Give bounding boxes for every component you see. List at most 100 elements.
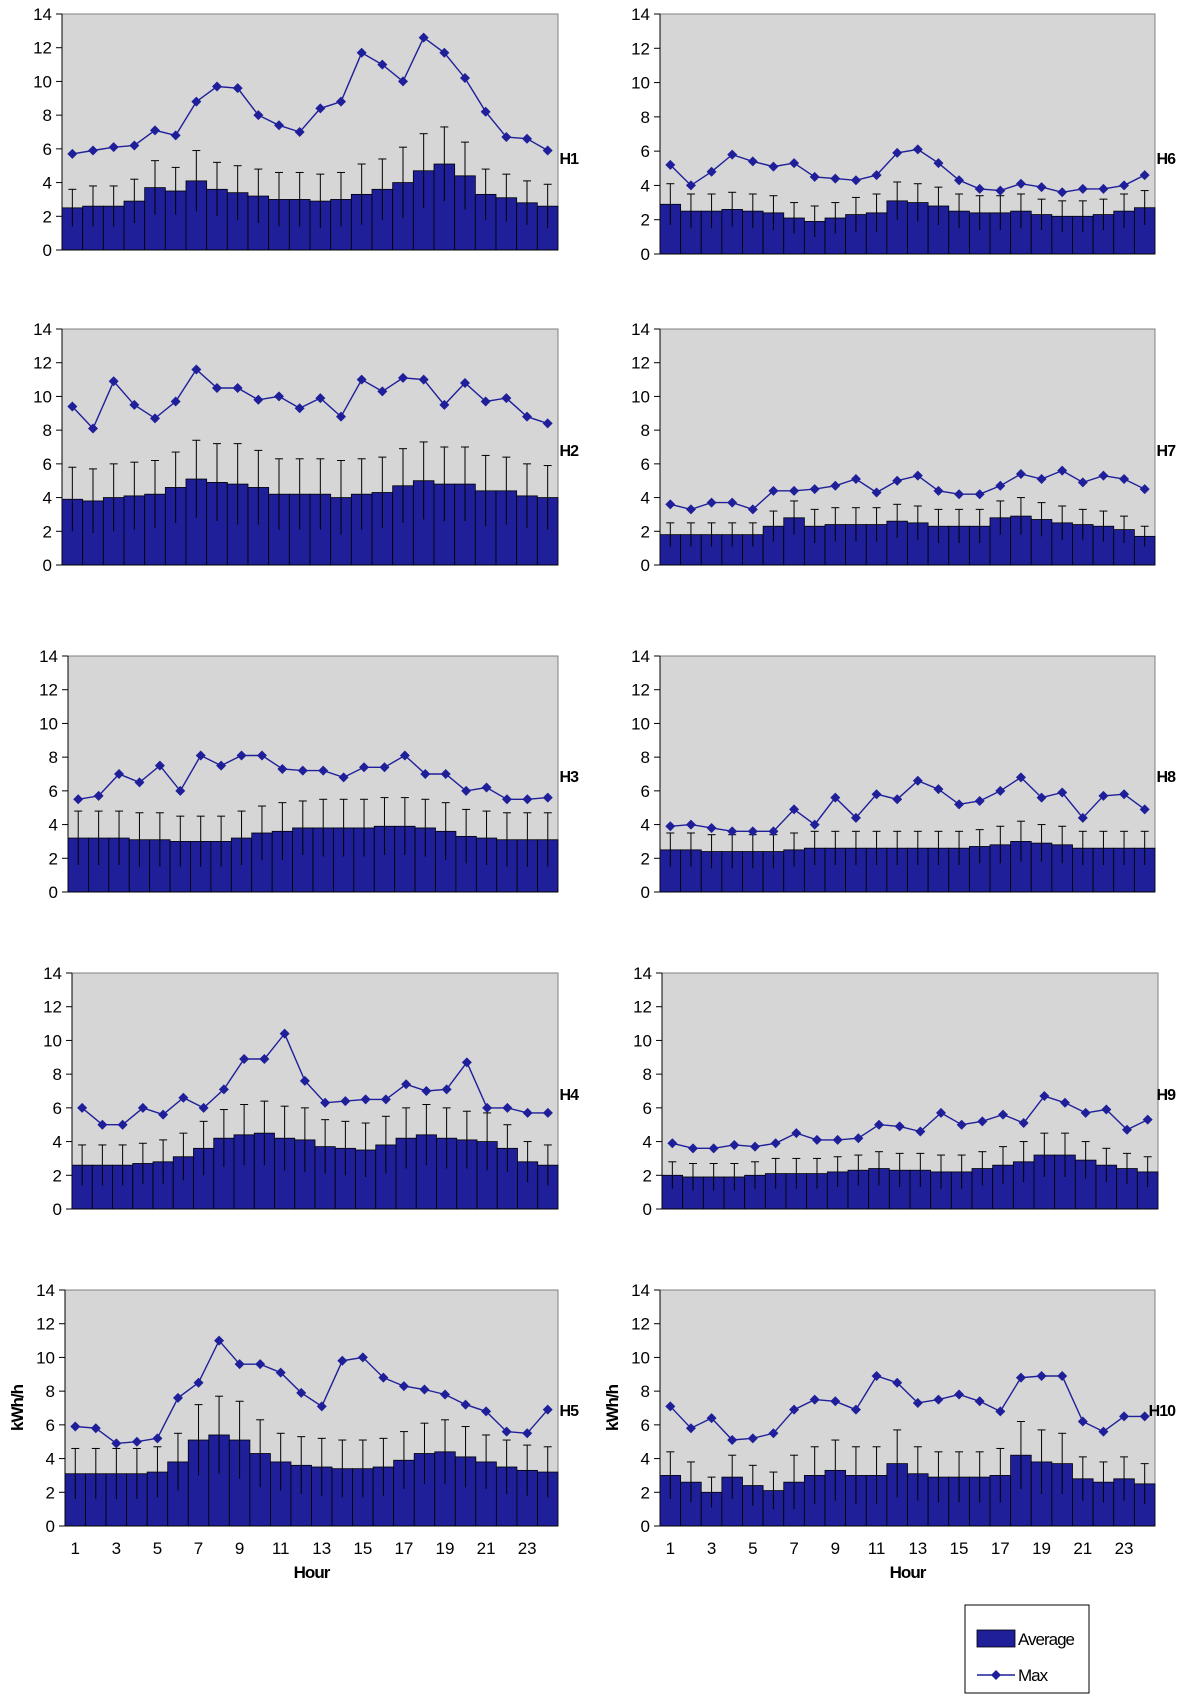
- max-marker: [1036, 474, 1047, 485]
- max-marker: [480, 106, 491, 117]
- max-marker: [770, 1138, 781, 1149]
- max-marker: [253, 110, 264, 121]
- y-tick-label: 10: [631, 387, 650, 406]
- y-tick-label: 2: [641, 1483, 650, 1502]
- max-marker: [542, 1107, 553, 1118]
- max-marker: [129, 399, 140, 410]
- max-marker: [954, 1389, 965, 1400]
- y-tick-label: 12: [33, 39, 52, 58]
- max-marker: [789, 804, 800, 815]
- max-marker: [198, 1102, 209, 1113]
- max-marker: [1057, 187, 1068, 198]
- max-marker: [812, 1134, 822, 1145]
- y-tick-label: 4: [49, 816, 58, 835]
- max-marker: [789, 485, 800, 496]
- max-marker: [747, 1433, 758, 1444]
- max-marker: [747, 504, 758, 515]
- y-tick-label: 8: [641, 421, 650, 440]
- max-marker: [1077, 183, 1088, 194]
- max-marker: [111, 1438, 122, 1449]
- x-tick-label: 5: [748, 1539, 757, 1558]
- max-marker: [117, 1119, 128, 1130]
- max-marker: [212, 383, 222, 393]
- max-marker: [995, 480, 1006, 491]
- max-marker: [232, 383, 243, 393]
- max-marker: [956, 1119, 967, 1130]
- x-tick-label: 11: [868, 1539, 886, 1558]
- max-marker: [1077, 477, 1088, 488]
- max-marker: [421, 1086, 432, 1096]
- y-tick-label: 4: [641, 1450, 650, 1469]
- y-tick-label: 14: [631, 320, 650, 339]
- max-marker: [480, 396, 491, 407]
- max-marker: [850, 1404, 861, 1415]
- y-tick-label: 0: [641, 883, 650, 902]
- max-marker: [727, 149, 738, 160]
- x-tick-label: 9: [831, 1539, 840, 1558]
- max-marker: [482, 1102, 493, 1113]
- y-tick-label: 0: [641, 245, 650, 264]
- max-marker: [481, 1406, 492, 1417]
- max-marker: [954, 489, 965, 500]
- max-marker: [768, 1428, 779, 1439]
- max-marker: [522, 133, 532, 144]
- legend: Average Max: [964, 1604, 1090, 1694]
- y-tick-label: 4: [641, 816, 650, 835]
- y-tick-label: 10: [33, 387, 52, 406]
- max-marker: [729, 1139, 740, 1150]
- y-tick-label: 10: [36, 1348, 55, 1367]
- x-tick-label: 17: [991, 1539, 1010, 1558]
- y-tick-label: 14: [36, 1281, 55, 1300]
- y-tick-label: 14: [633, 964, 652, 983]
- y-tick-label: 8: [641, 108, 650, 127]
- max-marker: [256, 750, 267, 761]
- max-marker: [912, 1397, 923, 1408]
- max-marker: [399, 750, 410, 761]
- legend-average-swatch: [976, 1629, 1016, 1648]
- y-axis-label: kWh/h: [8, 1384, 27, 1431]
- max-marker: [481, 782, 492, 793]
- max-marker: [502, 1102, 513, 1113]
- x-tick-label: 9: [235, 1539, 244, 1558]
- max-marker: [995, 185, 1006, 196]
- max-marker: [912, 775, 923, 786]
- max-marker: [377, 386, 388, 397]
- y-tick-label: 14: [631, 1281, 650, 1300]
- y-tick-label: 8: [43, 421, 52, 440]
- y-tick-label: 6: [49, 782, 58, 801]
- max-marker: [522, 411, 532, 422]
- max-marker: [170, 396, 181, 407]
- max-marker: [419, 1384, 430, 1395]
- max-marker: [727, 826, 738, 837]
- panel-label: H4: [560, 1087, 580, 1104]
- max-marker: [665, 821, 676, 832]
- y-tick-label: 2: [43, 207, 52, 226]
- panel-h6: 0 2 4 6 8 10 12 14 H6: [631, 5, 1177, 264]
- max-marker: [137, 1102, 148, 1113]
- y-tick-label: 8: [49, 748, 58, 767]
- y-tick-label: 0: [46, 1517, 55, 1536]
- max-marker: [1015, 772, 1026, 783]
- max-marker: [1139, 170, 1150, 181]
- max-marker: [1119, 789, 1130, 800]
- panel-label: H8: [1157, 769, 1177, 786]
- max-marker: [191, 96, 202, 107]
- max-marker: [216, 760, 227, 771]
- max-marker: [933, 784, 944, 795]
- max-marker: [995, 785, 1006, 796]
- x-tick-label: 1: [666, 1539, 675, 1558]
- max-marker: [789, 1404, 800, 1415]
- x-tick-label: 19: [1032, 1539, 1051, 1558]
- max-marker: [73, 794, 84, 805]
- max-marker: [279, 1028, 290, 1039]
- max-marker: [706, 822, 717, 833]
- y-tick-label: 0: [53, 1200, 62, 1219]
- max-marker: [439, 399, 450, 410]
- max-marker: [337, 1355, 348, 1366]
- max-marker: [665, 499, 676, 510]
- max-line: [72, 36, 549, 155]
- panel-label: H9: [1157, 1087, 1177, 1104]
- x-tick-label: 15: [950, 1539, 969, 1558]
